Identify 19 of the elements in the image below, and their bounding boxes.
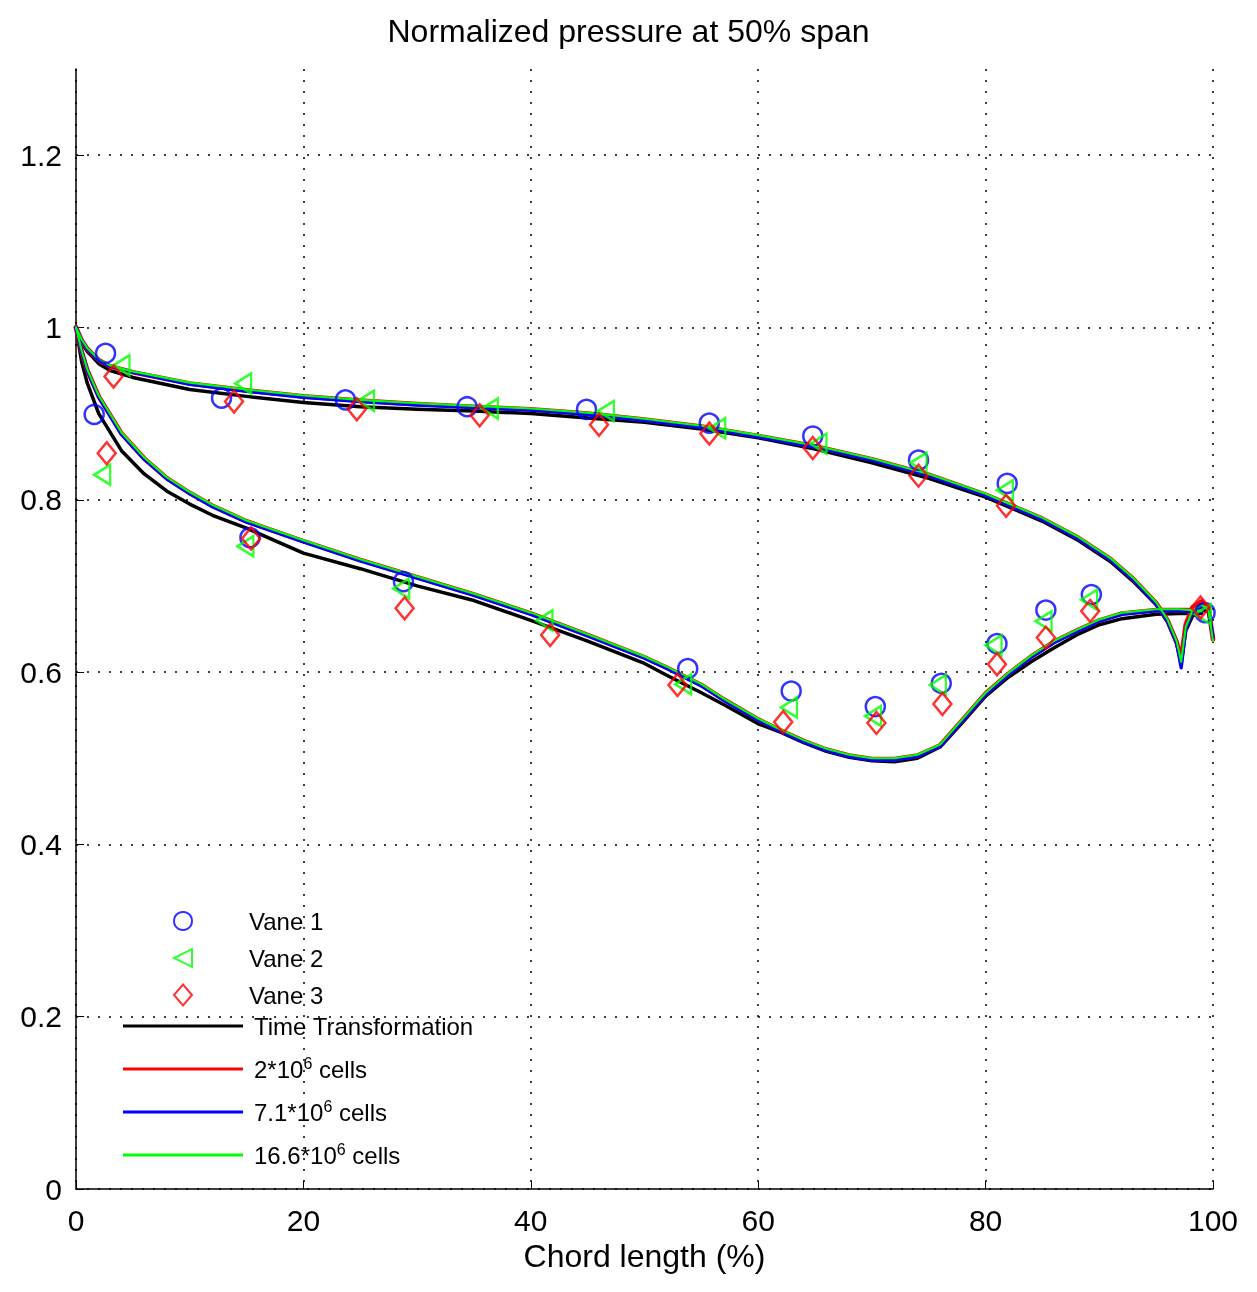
legend-label: Time Transformation — [254, 1012, 474, 1040]
x-tick-label: 60 — [741, 1203, 775, 1237]
y-tick-label: 0.2 — [20, 1000, 62, 1034]
x-tick-label: 100 — [1187, 1203, 1239, 1237]
x-tick-label: 80 — [968, 1203, 1003, 1237]
x-tick-label: 20 — [286, 1203, 321, 1237]
legend-label: Vane 1 — [249, 907, 324, 935]
y-tick-label: 1 — [45, 310, 62, 344]
y-tick-label: 0 — [45, 1172, 62, 1206]
chart-title: Normalized pressure at 50% span — [387, 13, 870, 49]
y-tick-label: 1.2 — [20, 138, 62, 172]
x-tick-label: 40 — [514, 1203, 548, 1237]
y-tick-label: 0.6 — [20, 655, 62, 689]
x-axis-title: Chord length (%) — [523, 1237, 766, 1274]
y-tick-label: 0.4 — [20, 827, 62, 861]
legend-label: Vane 2 — [249, 944, 324, 972]
x-tick-label: 0 — [67, 1203, 85, 1237]
y-tick-label: 0.8 — [20, 483, 62, 517]
legend-label: Vane 3 — [249, 981, 324, 1009]
